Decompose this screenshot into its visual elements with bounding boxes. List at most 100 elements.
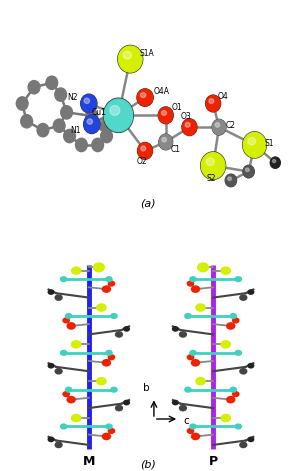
Ellipse shape <box>47 437 54 442</box>
Ellipse shape <box>201 153 225 179</box>
Ellipse shape <box>229 313 237 319</box>
Ellipse shape <box>16 97 28 110</box>
Ellipse shape <box>189 350 197 356</box>
Text: M: M <box>83 455 95 468</box>
Ellipse shape <box>209 99 214 104</box>
Ellipse shape <box>186 281 194 287</box>
Ellipse shape <box>110 387 118 393</box>
Ellipse shape <box>195 303 206 312</box>
Ellipse shape <box>172 400 179 406</box>
Ellipse shape <box>182 119 197 136</box>
Ellipse shape <box>84 98 90 104</box>
Text: c: c <box>184 416 189 426</box>
Ellipse shape <box>84 115 99 133</box>
Ellipse shape <box>94 263 104 272</box>
Ellipse shape <box>110 313 118 319</box>
Text: C1: C1 <box>171 145 181 154</box>
Text: S1A: S1A <box>139 49 154 57</box>
Ellipse shape <box>75 138 87 152</box>
Text: S1: S1 <box>265 139 274 148</box>
Ellipse shape <box>104 99 133 131</box>
Ellipse shape <box>220 414 231 422</box>
Ellipse shape <box>115 405 123 412</box>
Text: O1: O1 <box>172 104 182 113</box>
Ellipse shape <box>53 119 65 132</box>
Ellipse shape <box>62 391 70 397</box>
Ellipse shape <box>123 400 130 406</box>
Ellipse shape <box>123 326 130 332</box>
Ellipse shape <box>206 158 214 166</box>
Ellipse shape <box>184 387 192 393</box>
Text: b: b <box>143 383 150 393</box>
Ellipse shape <box>243 166 254 178</box>
Ellipse shape <box>87 119 93 124</box>
Ellipse shape <box>60 276 67 282</box>
Ellipse shape <box>54 368 63 374</box>
Ellipse shape <box>108 281 115 287</box>
Ellipse shape <box>186 354 194 360</box>
Ellipse shape <box>118 46 142 72</box>
Ellipse shape <box>55 88 67 101</box>
Ellipse shape <box>108 354 115 360</box>
Ellipse shape <box>104 98 133 132</box>
Ellipse shape <box>159 107 173 123</box>
Ellipse shape <box>206 96 220 112</box>
Ellipse shape <box>102 433 111 440</box>
Ellipse shape <box>102 285 111 293</box>
Ellipse shape <box>138 142 152 159</box>
Ellipse shape <box>220 267 231 275</box>
Ellipse shape <box>191 359 200 366</box>
Ellipse shape <box>118 45 143 73</box>
Text: O4A: O4A <box>153 87 169 96</box>
Ellipse shape <box>243 132 266 158</box>
Ellipse shape <box>232 317 240 324</box>
Text: O4: O4 <box>218 91 229 101</box>
Ellipse shape <box>243 165 254 178</box>
Ellipse shape <box>84 115 100 134</box>
Ellipse shape <box>182 119 197 135</box>
Ellipse shape <box>60 350 67 356</box>
Ellipse shape <box>245 168 249 171</box>
Ellipse shape <box>159 134 173 150</box>
Ellipse shape <box>206 95 221 112</box>
Ellipse shape <box>105 423 113 430</box>
Ellipse shape <box>105 276 113 282</box>
Text: (b): (b) <box>140 460 156 470</box>
Text: O3: O3 <box>181 112 192 122</box>
Ellipse shape <box>138 143 152 159</box>
Ellipse shape <box>172 326 179 332</box>
Ellipse shape <box>201 152 226 179</box>
Ellipse shape <box>234 276 242 282</box>
Ellipse shape <box>220 340 231 349</box>
Ellipse shape <box>272 160 276 162</box>
Ellipse shape <box>137 89 153 106</box>
Ellipse shape <box>191 285 200 293</box>
Ellipse shape <box>141 146 146 151</box>
Text: N1: N1 <box>70 126 81 135</box>
Ellipse shape <box>71 267 82 275</box>
Ellipse shape <box>92 138 104 152</box>
Ellipse shape <box>186 428 194 434</box>
Ellipse shape <box>185 122 190 127</box>
Ellipse shape <box>140 93 146 97</box>
Ellipse shape <box>189 423 197 430</box>
Ellipse shape <box>65 387 73 393</box>
Ellipse shape <box>64 130 75 143</box>
Ellipse shape <box>213 120 226 135</box>
Ellipse shape <box>232 391 240 397</box>
Ellipse shape <box>162 111 166 115</box>
Ellipse shape <box>47 363 54 369</box>
Ellipse shape <box>247 289 254 295</box>
Ellipse shape <box>110 106 120 115</box>
Ellipse shape <box>215 123 220 127</box>
Ellipse shape <box>228 177 231 180</box>
Ellipse shape <box>198 263 208 272</box>
Ellipse shape <box>248 138 256 145</box>
Ellipse shape <box>105 350 113 356</box>
Ellipse shape <box>21 114 33 128</box>
Ellipse shape <box>162 138 166 142</box>
Text: C2: C2 <box>226 121 236 130</box>
Ellipse shape <box>28 81 40 94</box>
Ellipse shape <box>179 405 187 412</box>
Ellipse shape <box>247 437 254 442</box>
